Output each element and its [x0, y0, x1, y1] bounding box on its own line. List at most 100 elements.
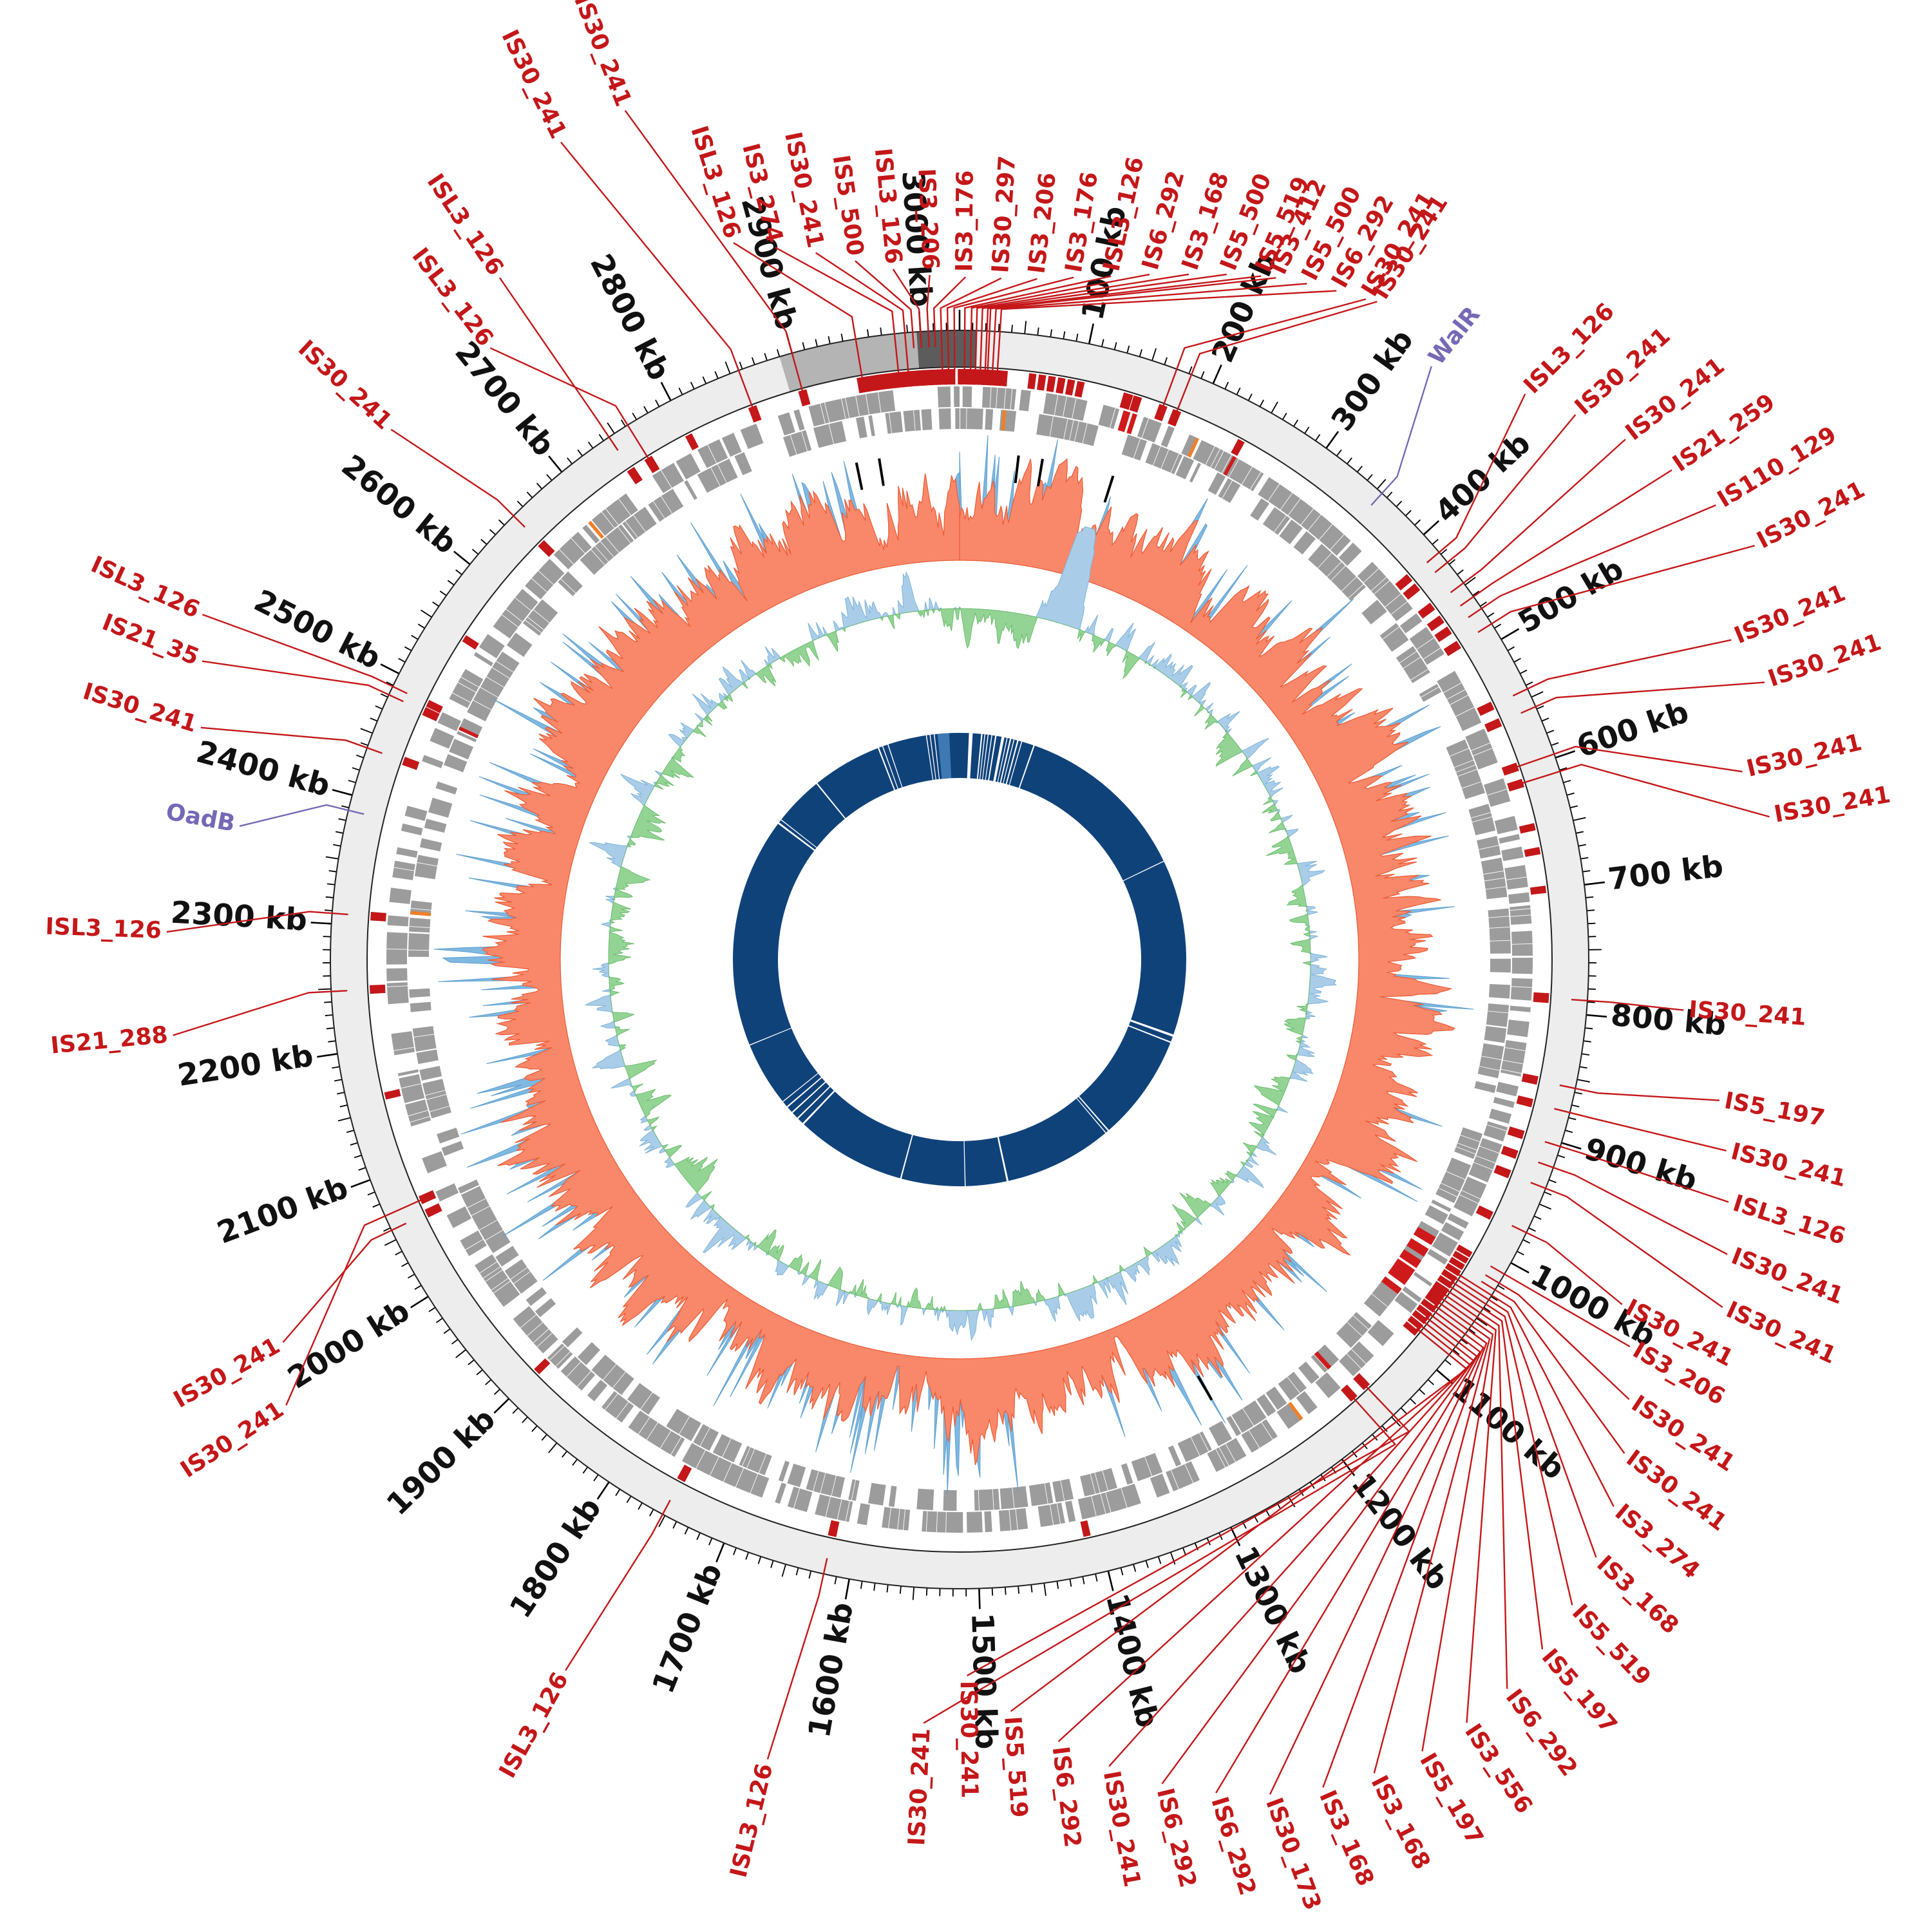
is-leader-line: [1450, 439, 1626, 594]
is-element-mark: [1475, 1205, 1493, 1220]
is-leader-line: [1450, 1280, 1573, 1605]
gc-annotation-dash: [1103, 475, 1115, 503]
is-leader-line: [1544, 1141, 1729, 1203]
is-leader-line: [1373, 1300, 1491, 1774]
gene-leader-line: [1370, 366, 1432, 506]
is-leader-line: [173, 990, 348, 1036]
core-ring-light-segment: [937, 733, 952, 779]
scale-tick-label: 3000 kb: [895, 169, 938, 308]
is-element-mark: [677, 1464, 692, 1482]
is-leader-line: [489, 347, 650, 461]
is-element-mark: [876, 373, 889, 390]
is-leader-line: [1512, 639, 1732, 697]
is-element-mark: [828, 1520, 840, 1537]
is-leader-line: [926, 274, 931, 348]
is-element-label: IS30_241: [904, 1728, 936, 1846]
is-leader-line: [1426, 393, 1526, 564]
is-element-label: IS3_176: [951, 170, 978, 272]
is-gene-bar: [1314, 1351, 1332, 1370]
is-leader-line: [940, 277, 1002, 373]
is-gene-bar: [1381, 1276, 1402, 1294]
is-leader-line: [815, 252, 909, 375]
leader-lines: [166, 109, 1770, 1795]
highlight-gene-bar: [1187, 437, 1200, 458]
is-element-mark: [1417, 602, 1435, 619]
is-leader-line: [1484, 1274, 1630, 1400]
is-element-mark: [1037, 374, 1046, 391]
is-leader-line: [1434, 414, 1577, 573]
is-leader-line: [1175, 301, 1378, 414]
is-element-mark: [1516, 1095, 1534, 1108]
is-leader-line: [1559, 1084, 1719, 1101]
gene-leader-line: [239, 804, 365, 827]
is-element-mark: [1168, 409, 1182, 427]
is-leader-line: [1468, 504, 1716, 618]
highlight-gene-bar: [1288, 1401, 1303, 1421]
is-element-mark: [462, 635, 479, 650]
is-leader-line: [1269, 1308, 1484, 1795]
is-leader-line: [1490, 1265, 1631, 1348]
is-element-mark: [418, 1190, 437, 1204]
is-leader-line: [1481, 1280, 1625, 1454]
is-element-mark: [534, 1358, 551, 1375]
is-leader-line: [953, 276, 1074, 373]
highlight-gene-bar: [410, 911, 431, 916]
scale-tick-label: 1500 kb: [964, 1613, 1004, 1750]
is-leader-line: [1057, 1323, 1472, 1743]
gc-annotation-dash: [1197, 1375, 1213, 1401]
is-leader-line: [200, 726, 383, 754]
is-element-mark: [644, 455, 660, 473]
scale-tick-label: 2300 kb: [170, 895, 308, 938]
is-leader-line: [1519, 764, 1770, 818]
is-element-mark: [426, 699, 443, 714]
is-element-mark: [1507, 779, 1524, 792]
is-leader-line: [390, 428, 526, 528]
gc-content-track: [433, 435, 1474, 1494]
is-element-mark: [1416, 1304, 1432, 1319]
is-element-mark: [1456, 1244, 1473, 1258]
is-leader-line: [1444, 1289, 1508, 1689]
is-element-mark: [370, 911, 386, 922]
is-element-mark: [1056, 377, 1066, 394]
is-element-mark: [424, 1203, 442, 1218]
is-element-mark: [1129, 395, 1142, 413]
genomic-island-segment: [779, 332, 920, 392]
is-leader-line: [1010, 1327, 1468, 1712]
is-leader-line: [991, 283, 1307, 374]
is-element-mark: [1507, 1126, 1525, 1139]
is-leader-line: [733, 242, 864, 381]
genomic-island-segment: [916, 330, 977, 369]
is-leader-line: [1514, 746, 1743, 773]
is-element-mark: [1501, 762, 1519, 776]
is-leader-line: [963, 275, 1112, 373]
is-leader-line: [1421, 1296, 1494, 1752]
is-gene-bar: [1223, 455, 1236, 476]
is-element-mark: [1119, 392, 1133, 410]
is-leader-line: [1511, 1225, 1623, 1305]
is-leader-line: [1538, 1161, 1728, 1255]
is-element-mark: [1426, 615, 1444, 632]
is-element-mark: [1448, 1256, 1465, 1271]
is-element-mark: [1443, 640, 1462, 656]
is-element-mark: [1501, 1146, 1519, 1159]
is-leader-line: [766, 1558, 828, 1760]
is-leader-line: [855, 260, 915, 348]
is-leader-line: [987, 277, 1276, 374]
gc-annotation-dash: [878, 458, 885, 486]
core-alignment-ring: [733, 733, 1187, 1186]
is-element-mark: [1395, 574, 1413, 591]
is-gene-bar: [1399, 1249, 1422, 1269]
is-element-mark: [1530, 886, 1547, 895]
gc-annotation-dash: [1014, 455, 1020, 484]
is-leader-line: [282, 1222, 407, 1343]
is-leader-line: [1520, 681, 1765, 714]
is-marks-track: [369, 369, 1549, 1537]
is-leader-line: [498, 277, 619, 451]
is-element-mark: [944, 369, 956, 385]
is-leader-line: [1108, 1320, 1475, 1767]
is-leader-line: [933, 276, 967, 347]
is-element-mark: [798, 389, 811, 407]
is-element-mark: [369, 984, 386, 994]
